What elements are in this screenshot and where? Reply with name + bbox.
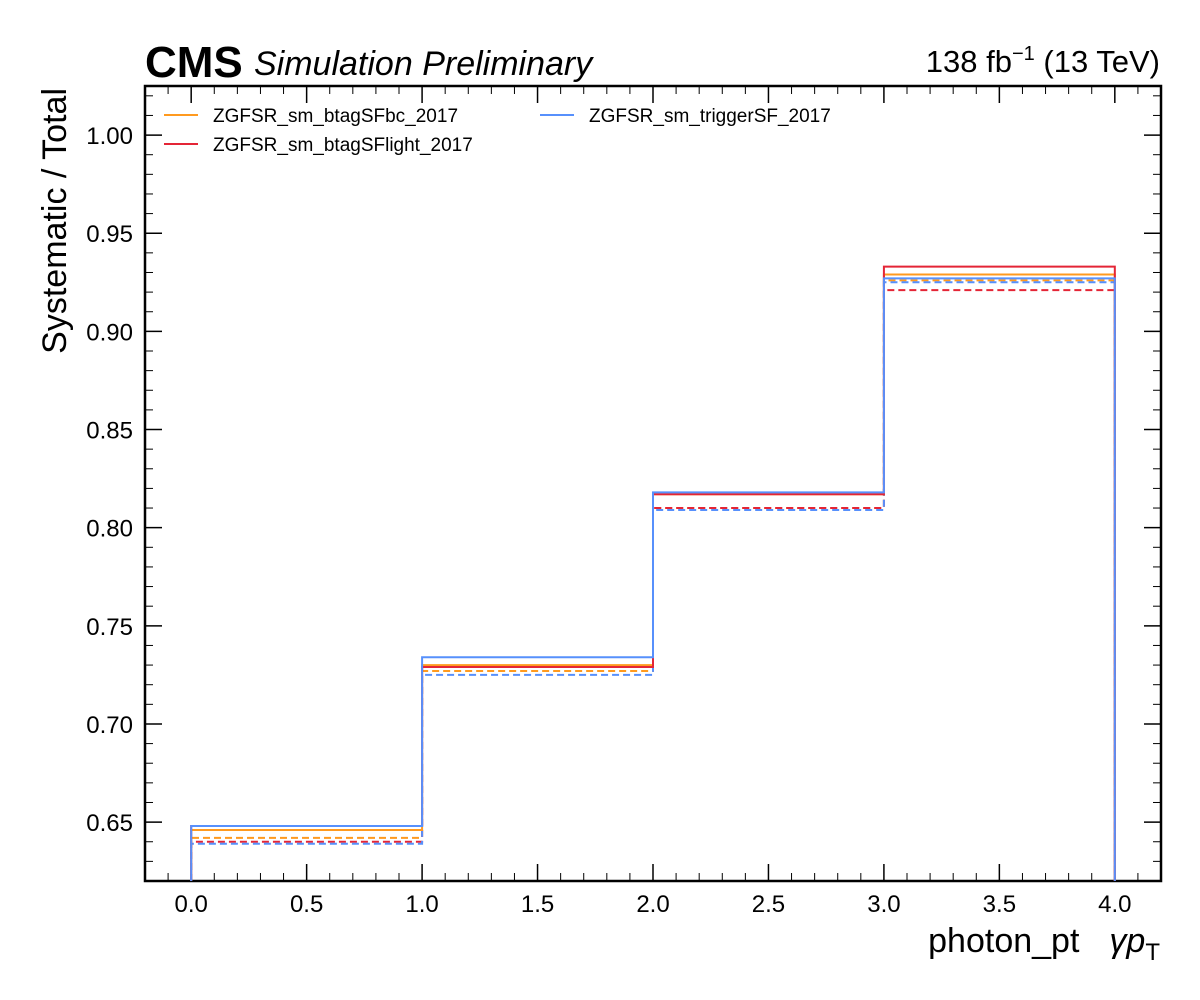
- plot-frame: [143, 84, 1163, 883]
- legend-label: ZGFSR_sm_btagSFbc_2017: [213, 106, 458, 127]
- x-tick-label: 4.0: [1098, 891, 1131, 918]
- x-axis-label-subscript: T: [1145, 939, 1160, 966]
- y-tick-label: 0.70: [86, 712, 133, 739]
- y-axis-label: Systematic / Total: [36, 88, 74, 354]
- legend-entry-triggersf: ZGFSR_sm_triggerSF_2017: [540, 106, 831, 127]
- x-axis-label-suffix: γp: [1109, 922, 1145, 960]
- y-tick-label: 0.85: [86, 418, 133, 445]
- experiment-label: CMS: [145, 38, 243, 87]
- y-tick-label: 0.80: [86, 516, 133, 543]
- status-label: Simulation Preliminary: [254, 45, 594, 83]
- series-layer: [190, 265, 1116, 881]
- x-tick-label: 3.0: [867, 891, 900, 918]
- legend: ZGFSR_sm_btagSFbc_2017 ZGFSR_sm_btagSFli…: [164, 106, 831, 156]
- energy-value: [1035, 44, 1044, 79]
- x-tick-label: 0.5: [290, 891, 323, 918]
- x-axis-label-main: photon_pt: [928, 922, 1080, 960]
- x-axis-ticks: 0.0 0.5 1.0 1.5 2.0 2.5 3.0 3.5 4.0: [167, 86, 1139, 918]
- x-tick-label: 1.0: [405, 891, 438, 918]
- energy-label: (13 TeV): [1043, 44, 1160, 79]
- legend-entry-btagsflight: ZGFSR_sm_btagSFlight_2017: [164, 135, 473, 156]
- x-tick-label: 1.5: [521, 891, 554, 918]
- y-axis-ticks: 0.65 0.70 0.75 0.80 0.85 0.90 0.95 1.00: [86, 95, 1161, 882]
- legend-entry-btagsfbc: ZGFSR_sm_btagSFbc_2017: [164, 106, 458, 127]
- x-tick-label: 0.0: [174, 891, 207, 918]
- luminosity-label: 138 fb−1 (13 TeV): [926, 43, 1160, 79]
- series-dashed-line: [190, 289, 1116, 881]
- x-tick-label: 2.5: [752, 891, 785, 918]
- y-tick-label: 0.90: [86, 319, 133, 346]
- x-tick-label: 2.0: [636, 891, 669, 918]
- luminosity-exponent: −1: [1012, 43, 1035, 65]
- legend-label: ZGFSR_sm_triggerSF_2017: [589, 106, 831, 127]
- x-axis-label: photon_pt γpT: [928, 922, 1160, 966]
- legend-label: ZGFSR_sm_btagSFlight_2017: [213, 135, 473, 156]
- y-tick-label: 0.65: [86, 810, 133, 837]
- y-tick-label: 1.00: [86, 123, 133, 150]
- y-tick-label: 0.75: [86, 614, 133, 641]
- y-tick-label: 0.95: [86, 221, 133, 248]
- series-solid-line: [190, 277, 1116, 881]
- luminosity-value: 138 fb: [926, 44, 1012, 79]
- x-tick-label: 3.5: [983, 891, 1016, 918]
